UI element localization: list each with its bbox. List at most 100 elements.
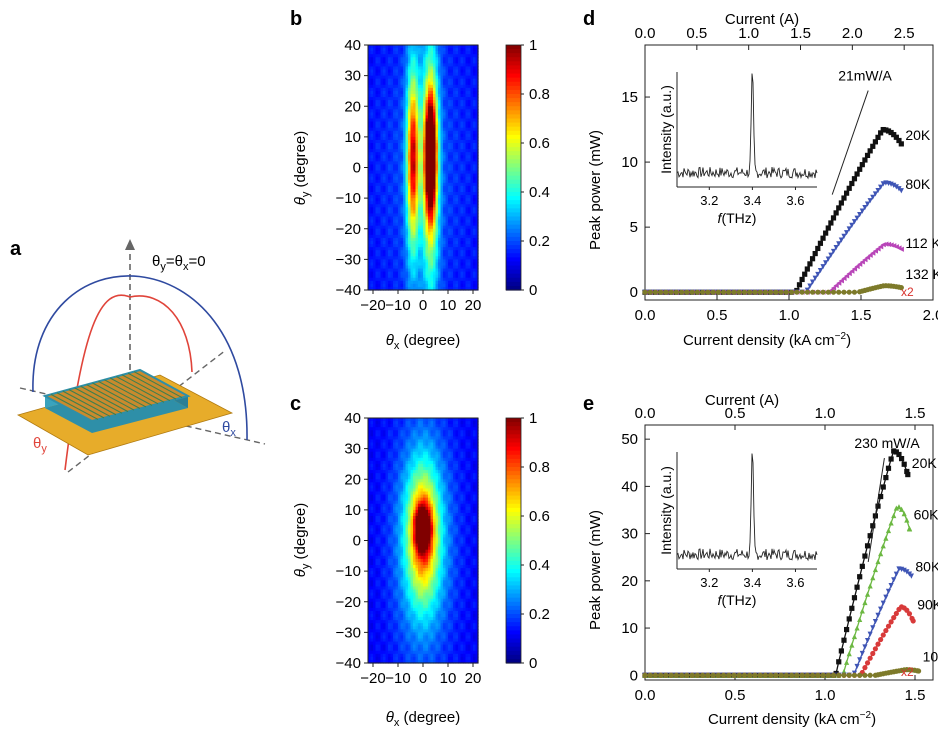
heatmap-cell: [395, 479, 399, 483]
heatmap-cell: [470, 262, 474, 267]
heatmap-cell: [393, 656, 397, 661]
heatmap-cell: [410, 234, 414, 239]
heatmap-cell: [460, 228, 464, 233]
heatmap-cell: [440, 216, 444, 221]
heatmap-cell: [465, 127, 469, 132]
heatmap-cell: [373, 516, 377, 520]
heatmap-cell: [385, 424, 389, 428]
heatmap-cell: [475, 45, 479, 49]
heatmap-cell: [410, 256, 414, 260]
heatmap-cell: [410, 201, 414, 205]
heatmap-cell: [373, 439, 377, 444]
heatmap-cell: [400, 231, 404, 236]
heatmap-cell: [390, 256, 394, 260]
heatmap-cell: [400, 237, 404, 242]
heatmap-cell: [400, 155, 404, 159]
heatmap-cell: [390, 84, 394, 89]
heatmap-cell: [378, 250, 382, 254]
heatmap-cell: [390, 247, 394, 251]
heatmap-cell: [395, 207, 399, 211]
heatmap-cell: [380, 537, 384, 542]
heatmap-cell: [380, 586, 384, 591]
heatmap-cell: [403, 494, 407, 499]
heatmap-cell: [378, 48, 382, 52]
heatmap-cell: [443, 161, 447, 166]
heatmap-cell: [370, 152, 374, 156]
heatmap-cell: [398, 546, 402, 551]
heatmap-cell: [445, 87, 449, 92]
heatmap-cell: [415, 241, 419, 245]
heatmap-cell: [398, 537, 402, 542]
heatmap-cell: [425, 143, 429, 147]
heatmap-cell: [448, 271, 452, 276]
heatmap-cell: [383, 565, 387, 569]
heatmap-cell: [463, 262, 467, 267]
heatmap-cell: [428, 182, 432, 187]
heatmap-cell: [370, 421, 374, 425]
heatmap-cell: [400, 51, 404, 55]
heatmap-cell: [383, 494, 387, 499]
heatmap-cell: [468, 81, 472, 86]
heatmap-cell: [380, 256, 384, 260]
heatmap-cell: [433, 185, 437, 190]
heatmap-cell: [388, 442, 392, 447]
heatmap-cell: [448, 75, 452, 80]
heatmap-cell: [415, 158, 419, 162]
heatmap-cell: [468, 237, 472, 242]
heatmap-cell: [390, 100, 394, 104]
heatmap-cell: [385, 552, 389, 557]
heatmap-cell: [425, 222, 429, 227]
heatmap-cell: [380, 204, 384, 208]
heatmap-cell: [393, 473, 397, 477]
heatmap-cell: [383, 482, 387, 486]
heatmap-cell: [378, 519, 382, 523]
heatmap-cell: [418, 87, 422, 92]
heatmap-cell: [453, 100, 457, 104]
heatmap-cell: [380, 115, 384, 120]
heatmap-cell: [428, 106, 432, 110]
heatmap-cell: [403, 94, 407, 98]
heatmap-cell: [368, 457, 372, 462]
heatmap-cell: [460, 133, 464, 138]
heatmap-cell: [460, 247, 464, 251]
heatmap-cell: [383, 66, 387, 71]
heatmap-cell: [388, 650, 392, 655]
heatmap-cell: [438, 164, 442, 169]
heatmap-cell: [430, 265, 434, 270]
heatmap-cell: [373, 561, 377, 566]
heatmap-cell: [455, 225, 459, 230]
heatmap-cell: [418, 170, 422, 175]
heatmap-cell: [433, 179, 437, 184]
heatmap-cell: [448, 176, 452, 181]
heatmap-cell: [370, 146, 374, 150]
heatmap-cell: [395, 543, 399, 548]
heatmap-cell: [375, 427, 379, 431]
heatmap-cell: [368, 522, 372, 526]
heatmap-cell: [440, 143, 444, 147]
heatmap-cell: [463, 201, 467, 205]
heatmap-cell: [413, 176, 417, 181]
heatmap-cell: [370, 241, 374, 245]
heatmap-cell: [403, 143, 407, 147]
heatmap-cell: [433, 106, 437, 110]
heatmap-cell: [470, 228, 474, 233]
heatmap-cell: [405, 552, 409, 557]
heatmap-cell: [435, 54, 439, 58]
colorbar-cell: [506, 106, 521, 111]
heatmap-cell: [370, 638, 374, 643]
heatmap-cell: [373, 525, 377, 529]
heatmap-cell: [473, 173, 477, 178]
heatmap-cell: [410, 277, 414, 282]
heatmap-cell: [383, 136, 387, 141]
heatmap-cell: [368, 118, 372, 123]
heatmap-cell: [385, 173, 389, 178]
heatmap-cell: [470, 143, 474, 147]
heatmap-cell: [413, 103, 417, 107]
heatmap-cell: [450, 115, 454, 120]
heatmap-cell: [428, 228, 432, 233]
heatmap-cell: [410, 136, 414, 141]
colorbar-cell: [506, 143, 521, 148]
heatmap-cell: [400, 207, 404, 211]
heatmap-cell: [388, 614, 392, 618]
heatmap-cell: [465, 225, 469, 230]
